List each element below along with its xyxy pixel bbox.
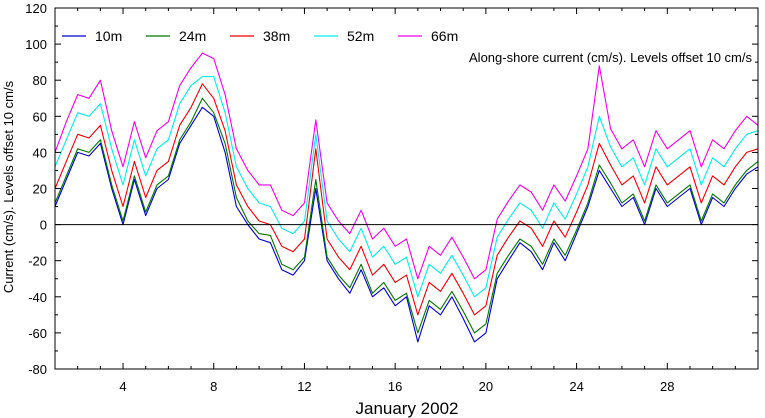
x-tick-label: 16 — [388, 379, 402, 394]
y-tick-label: 0 — [40, 218, 47, 233]
legend-label-66m: 66m — [431, 28, 458, 44]
x-tick-label: 8 — [210, 379, 217, 394]
plot-background — [55, 8, 758, 369]
series-line-66m — [54, 52, 759, 280]
x-tick-label: 28 — [660, 379, 674, 394]
y-tick-label: 40 — [33, 145, 47, 160]
y-tick-label: -80 — [28, 362, 47, 377]
x-tick-label: 24 — [569, 379, 583, 394]
x-tick-label: 4 — [119, 379, 126, 394]
x-tick-label: 20 — [479, 379, 493, 394]
legend-label-38m: 38m — [263, 28, 290, 44]
legend-label-24m: 24m — [179, 28, 206, 44]
series-line-38m — [54, 83, 759, 316]
chart-annotation: Along-shore current (cm/s). Levels offse… — [469, 50, 752, 65]
series-line-24m — [54, 97, 759, 334]
y-tick-label: 20 — [33, 182, 47, 197]
y-tick-label: -20 — [28, 254, 47, 269]
series-line-10m — [54, 106, 759, 343]
y-tick-label: 80 — [33, 73, 47, 88]
series-line-52m — [54, 76, 759, 298]
y-axis-label: Current (cm/s). Levels offset 10 cm/s — [1, 80, 16, 293]
series-layer — [54, 52, 759, 343]
y-tick-label: 100 — [25, 37, 47, 52]
y-tick-label: -60 — [28, 326, 47, 341]
y-tick-label: -40 — [28, 290, 47, 305]
y-tick-label: 60 — [33, 109, 47, 124]
x-axis-label: January 2002 — [355, 399, 458, 418]
y-tick-label: 120 — [25, 1, 47, 16]
legend-label-10m: 10m — [95, 28, 122, 44]
x-tick-label: 12 — [297, 379, 311, 394]
legend-label-52m: 52m — [347, 28, 374, 44]
plot-area — [55, 8, 758, 369]
ticks-layer: -80 -60 -40 -20 0 20 40 60 80 100 120 4 8 12 16 20 24 28 — [25, 1, 759, 394]
legend: 10m 24m 38m 52m 66m — [62, 28, 458, 44]
